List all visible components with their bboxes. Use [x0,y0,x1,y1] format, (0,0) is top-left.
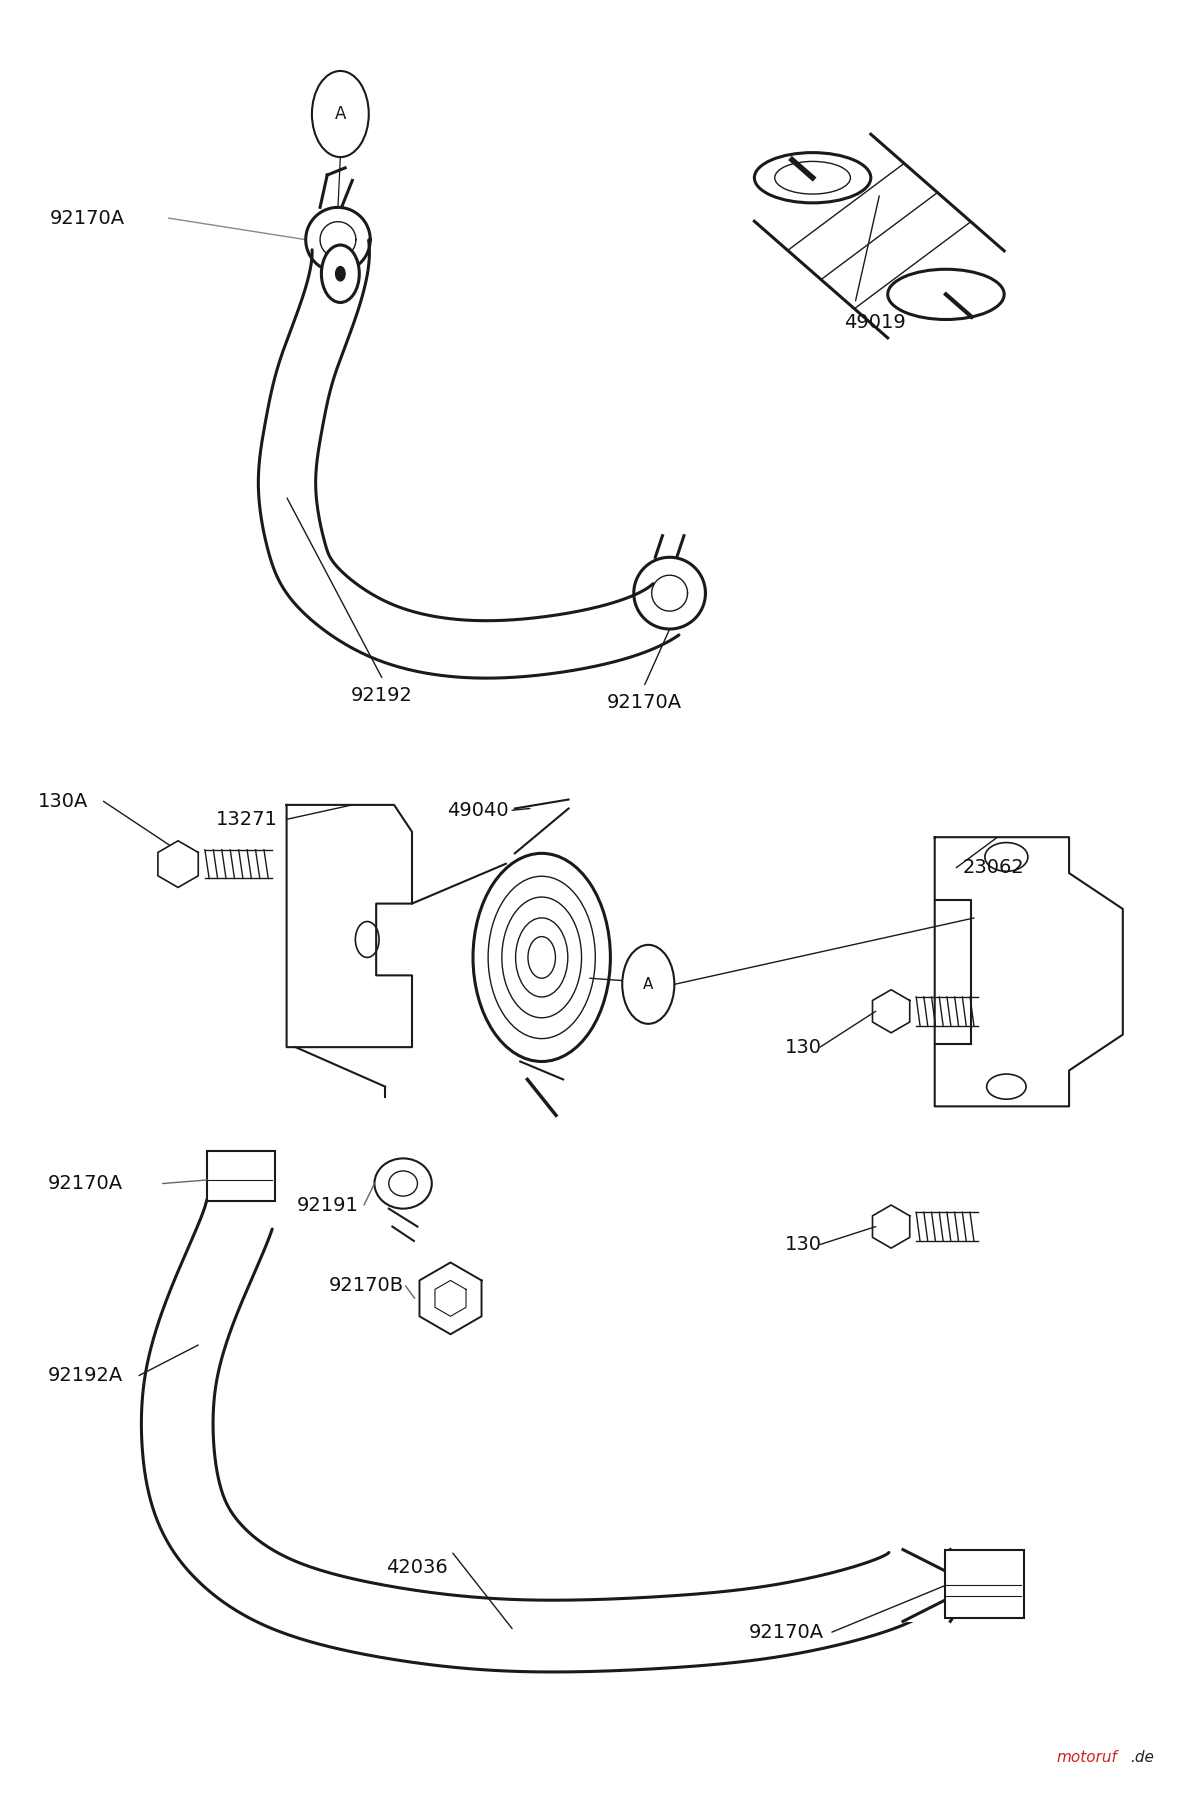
Text: 92170B: 92170B [328,1276,403,1296]
Polygon shape [754,135,1004,338]
Ellipse shape [888,270,1004,319]
Polygon shape [872,1204,909,1247]
Text: 92192A: 92192A [48,1366,123,1384]
Polygon shape [158,841,199,887]
Text: 130: 130 [784,1037,821,1057]
Circle shape [472,853,610,1062]
Text: 92170A: 92170A [607,693,682,713]
Text: A: A [334,104,346,122]
Text: 42036: 42036 [387,1559,449,1577]
Text: A: A [643,977,653,992]
Ellipse shape [754,153,871,203]
Circle shape [312,70,369,157]
Circle shape [336,266,345,281]
Text: 49019: 49019 [844,313,906,331]
Text: .de: .de [1130,1750,1154,1766]
Text: 23062: 23062 [963,859,1023,877]
Text: 92170A: 92170A [50,209,125,227]
Text: 130A: 130A [38,792,89,810]
Text: 130: 130 [784,1235,821,1255]
Text: 92170A: 92170A [749,1622,825,1642]
Text: 13271: 13271 [215,810,277,828]
Text: 92191: 92191 [296,1195,358,1215]
Polygon shape [934,837,1123,1107]
Circle shape [321,245,359,302]
Text: motoruf: motoruf [1057,1750,1117,1766]
Circle shape [622,945,675,1024]
Polygon shape [142,1199,917,1672]
Polygon shape [419,1262,482,1334]
Text: 49040: 49040 [447,801,508,819]
Bar [945,1550,1025,1618]
Polygon shape [903,1550,975,1622]
Polygon shape [258,239,679,679]
Polygon shape [872,990,909,1033]
Polygon shape [287,805,412,1048]
Text: 92170A: 92170A [48,1174,123,1193]
Text: 92192: 92192 [351,686,413,706]
Ellipse shape [375,1159,432,1208]
Bar [207,1152,276,1201]
